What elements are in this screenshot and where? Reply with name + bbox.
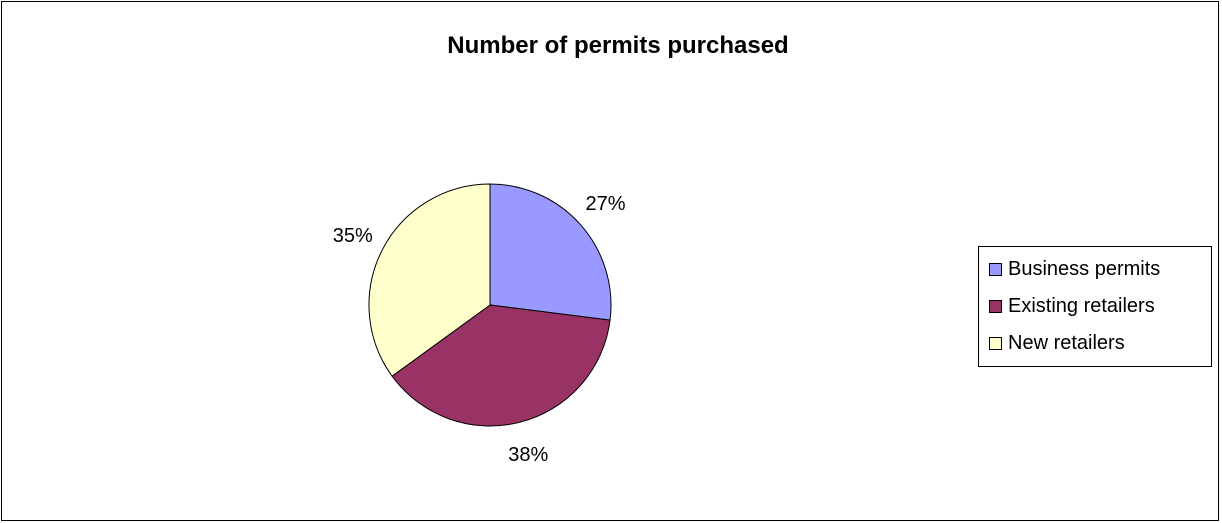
slice-percent-label: 27% (586, 193, 626, 215)
slice-percent-label: 35% (333, 225, 373, 247)
pie-slice-new-retailers (368, 183, 491, 377)
legend-item-existing-retailers: Existing retailers (989, 293, 1155, 319)
legend-label: New retailers (1008, 331, 1125, 354)
legend-item-new-retailers: New retailers (989, 330, 1125, 356)
slice-percent-label: 38% (508, 444, 548, 466)
legend-swatch (989, 336, 1002, 350)
legend-label: Business permits (1008, 257, 1161, 280)
legend-item-business-permits: Business permits (989, 256, 1160, 282)
legend-label: Existing retailers (1008, 294, 1155, 317)
pie-slice-business-permits (489, 183, 612, 321)
legend-swatch (989, 262, 1002, 276)
pie-slice-existing-retailers (391, 304, 611, 427)
legend-swatch (989, 299, 1002, 313)
chart-title: Number of permits purchased (447, 32, 789, 59)
legend: Business permits Existing retailers New … (978, 246, 1212, 367)
